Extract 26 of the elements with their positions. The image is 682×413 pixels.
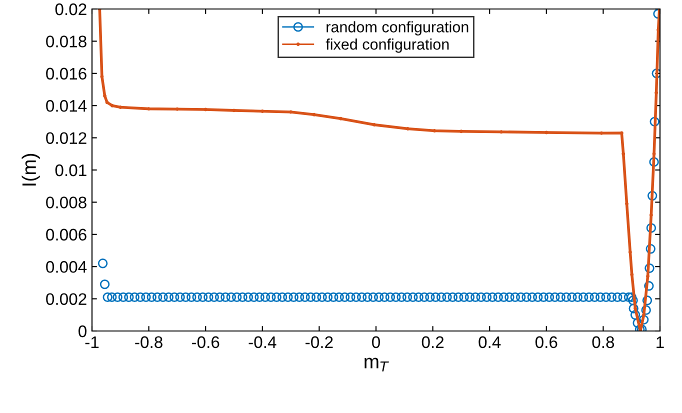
x-tick-label: -0.2 [306,336,333,348]
x-axis-title: m$_{T}$ [364,358,389,372]
x-tick-label: 0.6 [535,336,558,348]
y-tick-label: 0.014 [46,100,87,112]
y-tick-label: 0.012 [46,132,86,144]
x-tick-label: 0.8 [592,336,614,348]
x-tick-label: 0.2 [422,336,444,348]
x-tick-label: -1 [85,336,99,348]
y-tick-label: 0.002 [46,293,86,306]
x-tick-label: -0.6 [192,336,220,348]
y-tick-label: 0 [78,325,86,338]
y-tick-label: 0.016 [46,68,86,80]
x-tick-label: -0.4 [248,336,276,348]
x-tick-label: 1 [656,336,664,348]
legend-label: random configuration [326,21,468,36]
y-tick-label: 0.01 [55,164,86,176]
y-axis-title: I(m) [22,154,40,186]
legend-label: fixed configuration [326,38,449,53]
y-tick-label: 0.02 [55,3,86,16]
x-tick-label: -0.8 [135,336,162,348]
x-tick-label: 0.4 [478,336,501,348]
y-tick-label: 0.004 [46,261,87,273]
x-tick-label: 0 [372,336,380,348]
y-tick-label: 0.006 [46,228,86,241]
y-tick-label: 0.018 [46,36,86,48]
y-tick-label: 0.008 [46,196,86,208]
